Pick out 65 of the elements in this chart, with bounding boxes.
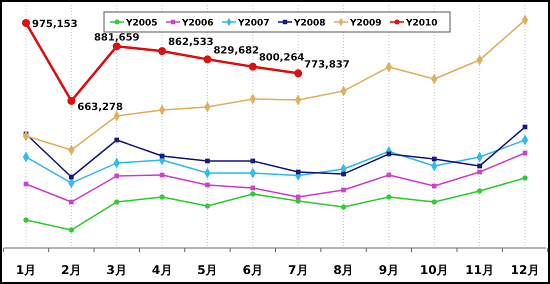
point <box>386 194 392 200</box>
point <box>23 217 29 223</box>
point <box>476 188 482 194</box>
x-tick-label: 8月 <box>333 263 354 277</box>
point <box>386 172 392 178</box>
x-tick-label: 4月 <box>152 263 172 277</box>
point <box>67 96 76 105</box>
point <box>432 199 437 205</box>
point <box>522 124 528 130</box>
point <box>160 172 164 178</box>
point <box>477 170 482 174</box>
point <box>159 194 165 200</box>
point <box>250 186 256 190</box>
point <box>112 42 121 50</box>
point <box>69 200 74 204</box>
point <box>341 172 346 176</box>
x-tick-label: 11月 <box>465 263 494 277</box>
point <box>248 62 257 71</box>
data-label: 800,264 <box>258 52 304 64</box>
data-label: 975,153 <box>32 18 78 30</box>
point <box>250 191 256 197</box>
legend-label: Y2008 <box>293 18 326 28</box>
x-tick-label: 6月 <box>242 263 263 277</box>
data-label: 862,533 <box>168 37 214 48</box>
point <box>24 182 28 186</box>
x-tick-label: 7月 <box>288 263 308 277</box>
point <box>203 55 212 64</box>
legend-label: Y2009 <box>349 18 382 28</box>
point <box>114 174 120 178</box>
point <box>296 194 301 200</box>
point <box>432 184 437 188</box>
data-label: 881,659 <box>94 32 140 44</box>
x-tick-label: 2月 <box>61 263 82 277</box>
point <box>68 227 74 233</box>
point <box>114 138 120 142</box>
x-tick-label: 3月 <box>106 263 127 277</box>
data-label: 773,837 <box>304 59 350 70</box>
x-tick-label: 1月 <box>16 263 36 277</box>
x-tick-label: 9月 <box>378 263 400 277</box>
point <box>22 18 30 27</box>
legend-label: Y2010 <box>405 18 438 28</box>
point <box>341 188 346 192</box>
point <box>522 150 528 156</box>
point <box>158 47 166 56</box>
x-tick-label: 12月 <box>510 263 540 277</box>
point <box>294 69 302 78</box>
point <box>432 156 437 162</box>
point <box>160 154 164 158</box>
point <box>477 164 482 168</box>
point <box>204 203 210 209</box>
point <box>340 204 346 210</box>
legend-label: Y2006 <box>181 18 214 28</box>
point <box>205 182 210 188</box>
point <box>114 199 120 205</box>
data-label: 663,278 <box>77 102 123 113</box>
point <box>205 158 210 164</box>
x-tick-label: 5月 <box>197 263 218 277</box>
point <box>69 174 74 180</box>
data-label: 829,682 <box>213 45 260 56</box>
point <box>522 175 528 181</box>
point <box>296 170 301 174</box>
legend-label: Y2005 <box>125 18 158 28</box>
x-tick-label: 10月 <box>420 263 449 277</box>
point <box>250 158 256 164</box>
legend-label: Y2007 <box>237 18 270 28</box>
